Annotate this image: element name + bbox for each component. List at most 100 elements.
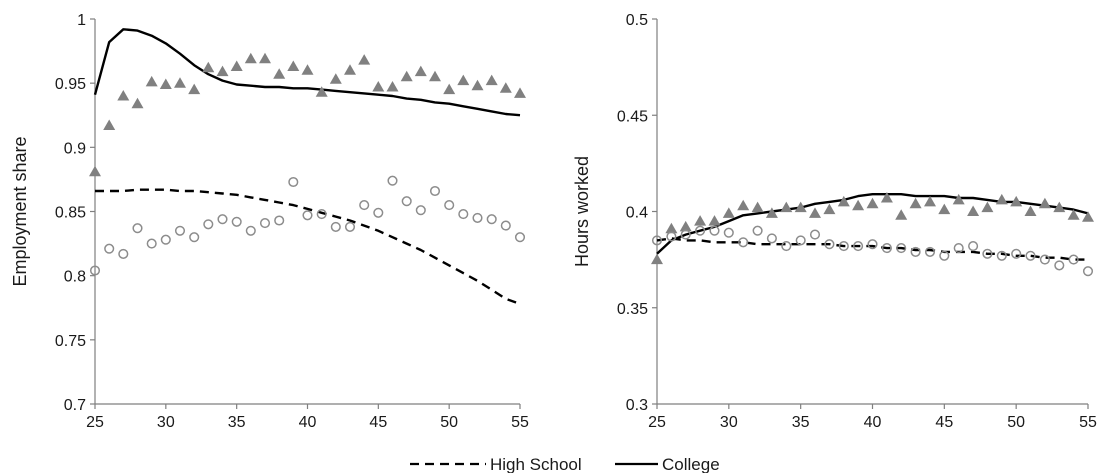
triangle-marker [952, 193, 965, 205]
legend-college-label: College [662, 455, 720, 473]
triangle-marker [694, 215, 707, 226]
circle-marker [709, 225, 720, 236]
triangle-marker [145, 75, 158, 87]
circle-marker [723, 227, 734, 238]
circle-marker [359, 200, 370, 211]
triangle-marker [880, 192, 893, 203]
triangle-marker [924, 195, 936, 207]
circle-marker [231, 216, 242, 227]
circle-marker [939, 250, 950, 261]
triangle-marker [737, 199, 750, 211]
circle-marker [853, 241, 864, 252]
triangle-marker [866, 197, 879, 209]
circle-marker [274, 215, 285, 226]
triangle-marker [202, 61, 215, 73]
circle-marker [752, 225, 763, 236]
triangle-marker [1038, 197, 1051, 209]
circle-marker [288, 176, 299, 188]
triangle-marker [259, 52, 271, 64]
x-tick-label: 25 [86, 414, 104, 431]
triangle-marker [981, 201, 994, 213]
triangle-marker [103, 119, 116, 130]
circle-marker [514, 232, 526, 243]
circle-marker [444, 200, 455, 211]
circle-marker [651, 235, 663, 246]
y-tick-label: 0.3 [626, 397, 648, 414]
triangle-marker [995, 193, 1008, 205]
circle-marker [738, 237, 749, 248]
triangle-marker [131, 97, 144, 109]
triangle-marker [1053, 201, 1066, 213]
triangle-marker [287, 60, 300, 71]
triangle-marker [372, 81, 385, 92]
y-tick-label: 1 [77, 12, 86, 29]
x-tick-label: 25 [648, 414, 666, 431]
legend-high-school-label: High School [490, 455, 582, 473]
x-tick-label: 50 [440, 414, 458, 431]
y-axis-title: Hours worked [572, 156, 592, 267]
triangle-marker [837, 195, 850, 207]
triangle-marker [117, 90, 130, 101]
triangle-marker [344, 64, 356, 75]
x-tick-label: 50 [1007, 414, 1025, 431]
triangle-marker [400, 70, 413, 82]
triangle-marker [159, 78, 172, 89]
circle-marker [500, 220, 511, 231]
triangle-marker [514, 87, 526, 98]
triangle-marker [852, 199, 865, 211]
circle-marker [259, 218, 271, 229]
triangle-marker [499, 82, 512, 93]
circle-marker [203, 219, 214, 230]
circle-marker [953, 243, 964, 254]
y-tick-label: 0.75 [55, 333, 86, 350]
triangle-marker [651, 253, 663, 265]
y-tick-label: 0.8 [64, 269, 86, 286]
circle-marker [146, 238, 157, 249]
circle-marker [189, 232, 200, 243]
y-tick-label: 0.35 [617, 301, 648, 318]
triangle-marker [301, 64, 314, 75]
x-tick-label: 55 [1079, 414, 1097, 431]
triangle-marker [938, 203, 951, 215]
circle-marker [910, 246, 921, 257]
triangle-marker [216, 65, 229, 77]
employment-share-panel: 0.7 0.75 0.8 0.85 0.9 0.95 1 25 30 35 40 45 50 55 Empl… [10, 12, 529, 431]
x-tick-label: 45 [935, 414, 953, 431]
x-tick-label: 35 [228, 414, 246, 431]
triangle-marker [823, 203, 836, 215]
circle-marker [982, 248, 993, 259]
triangle-marker [1082, 211, 1094, 222]
triangle-marker [708, 215, 721, 226]
circle-marker [344, 221, 356, 232]
x-tick-label: 40 [299, 414, 317, 431]
triangle-marker [751, 201, 764, 213]
high-school-line [95, 188, 521, 306]
circle-marker [766, 233, 777, 244]
triangle-marker [1024, 205, 1037, 216]
triangle-marker [485, 74, 498, 86]
circle-marker [924, 246, 936, 257]
triangle-marker [722, 207, 735, 218]
circle-marker [302, 210, 313, 221]
triangle-marker [315, 86, 328, 97]
circle-marker [429, 185, 441, 197]
circle-marker [1054, 260, 1065, 271]
triangle-marker [386, 81, 399, 92]
circle-marker [132, 223, 143, 234]
triangle-marker [414, 65, 427, 77]
triangle-marker [273, 68, 286, 79]
y-tick-label: 0.4 [626, 205, 648, 222]
circle-marker [838, 241, 849, 252]
circle-marker [217, 214, 228, 225]
triangle-marker [358, 54, 371, 65]
triangle-marker [765, 207, 778, 218]
circle-marker [486, 214, 497, 225]
circle-marker [666, 231, 677, 242]
triangle-marker [794, 201, 807, 213]
circle-marker [1068, 254, 1079, 265]
triangle-marker [679, 220, 692, 232]
triangle-marker [188, 83, 201, 95]
y-tick-label: 0.95 [55, 76, 86, 93]
triangle-marker [809, 207, 821, 218]
circle-marker [1011, 248, 1022, 259]
